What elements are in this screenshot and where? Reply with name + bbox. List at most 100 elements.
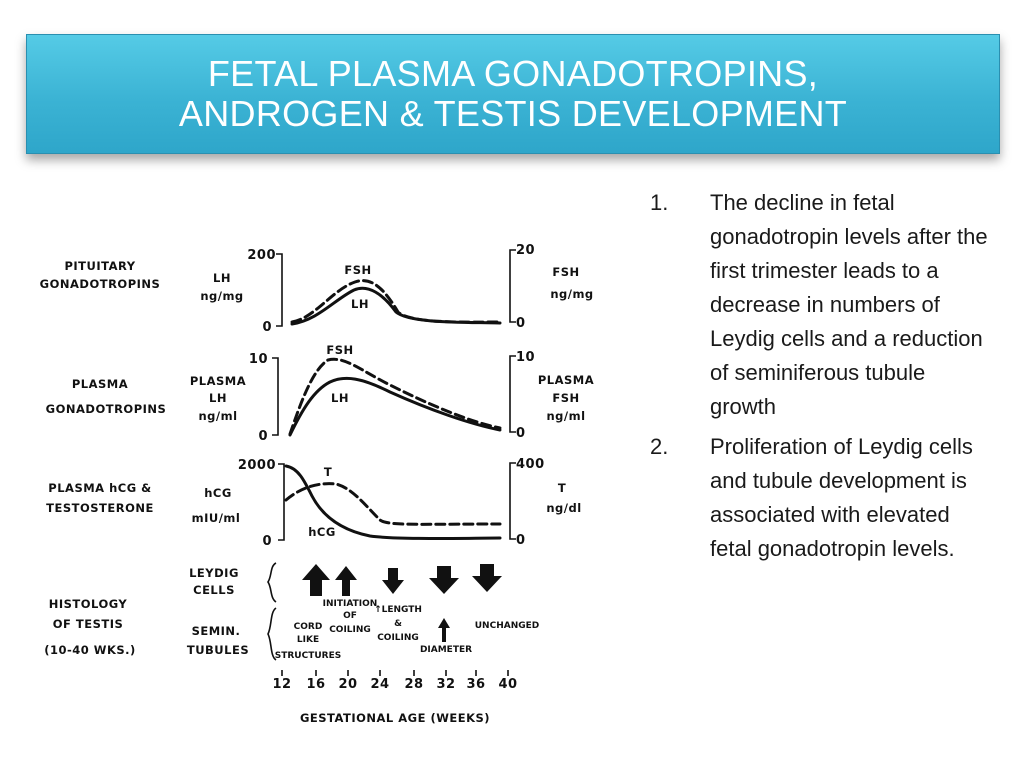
leydig-arrow-down-1 — [382, 568, 404, 594]
row2-left-axis — [272, 357, 279, 436]
row3-left-min: 0 — [262, 534, 272, 549]
row3-right-max: 400 — [516, 457, 545, 472]
x-axis-title: GESTATIONAL AGE (WEEKS) — [300, 711, 490, 725]
row3-right-axis — [509, 462, 516, 540]
row2-right-unit-line3: ng/ml — [546, 409, 585, 423]
row2-curve-label-fsh: FSH — [326, 343, 353, 357]
row2-right-unit-line2: FSH — [552, 391, 579, 405]
row3-hcg-curve — [284, 464, 502, 540]
x-tick-36: 36 — [466, 677, 485, 692]
histology-label-line2: OF TESTIS — [53, 617, 124, 631]
slide-title-line-1: FETAL PLASMA GONADOTROPINS, — [207, 53, 819, 94]
leydig-label-line1: LEYDIG — [189, 566, 239, 580]
x-tick-28: 28 — [404, 677, 423, 692]
row2-lh-curve — [288, 376, 502, 437]
row2-label-line2: GONADOTROPINS — [46, 402, 167, 416]
cord-line1: CORD — [294, 622, 323, 632]
unchanged-label: UNCHANGED — [475, 621, 539, 631]
row2-fsh-curve — [288, 357, 502, 436]
cord-line3: STRUCTURES — [275, 651, 341, 661]
row1-fsh-curve — [290, 279, 502, 324]
cord-line2: LIKE — [297, 635, 319, 645]
key-point-1-text: The decline in fetal gonadotropin levels… — [710, 190, 988, 419]
leydig-arrow-down-2 — [429, 566, 459, 594]
row1-right-max: 20 — [516, 243, 535, 258]
row-pituitary: PITUITARY GONADOTROPINS LH ng/mg 200 0 2… — [40, 243, 594, 335]
row3-left-unit-line2: mIU/ml — [192, 511, 241, 525]
row2-right-axis — [509, 355, 516, 433]
testis-development-figure: PITUITARY GONADOTROPINS LH ng/mg 200 0 2… — [40, 243, 594, 725]
slide-title-line-2: ANDROGEN & TESTIS DEVELOPMENT — [178, 93, 848, 134]
x-tick-40: 40 — [498, 677, 517, 692]
x-tick-16: 16 — [306, 677, 325, 692]
key-point-2-number: 2. — [650, 434, 669, 459]
row2-left-unit-line1: PLASMA — [190, 374, 246, 388]
row1-label-line1: PITUITARY — [64, 259, 135, 273]
row2-right-unit-line1: PLASMA — [538, 373, 594, 387]
row3-label-line1: PLASMA hCG & — [48, 481, 151, 495]
row2-curve-label-lh: LH — [331, 391, 349, 405]
row1-left-max: 200 — [247, 248, 276, 263]
row1-lh-curve — [290, 286, 502, 326]
diameter-label: DIAMETER — [420, 645, 472, 655]
row2-right-max: 10 — [516, 350, 535, 365]
leydig-arrow-up-1 — [302, 564, 330, 596]
key-points-list: 1. The decline in fetal gonadotropin lev… — [650, 186, 990, 572]
row3-label-line2: TESTOSTERONE — [46, 501, 154, 515]
tubules-brace — [267, 607, 277, 661]
row-hcg-testosterone: PLASMA hCG & TESTOSTERONE hCG mIU/ml 200… — [46, 457, 581, 549]
diameter-arrow-up — [438, 618, 450, 642]
row1-left-axis — [276, 253, 283, 327]
row1-right-min: 0 — [516, 316, 526, 331]
leydig-arrow-up-2 — [335, 566, 357, 596]
length-line2: & — [394, 619, 402, 629]
init-line2: OF — [343, 611, 357, 621]
histology-label-line3: (10-40 WKS.) — [44, 643, 136, 657]
row1-label-line2: GONADOTROPINS — [40, 277, 161, 291]
x-axis: 12 16 20 24 28 32 36 40 GESTATIONAL AGE … — [272, 670, 517, 725]
row2-left-min: 0 — [258, 429, 268, 444]
row3-t-curve — [284, 482, 502, 526]
row3-left-axis — [278, 463, 285, 541]
row3-curve-label-t: T — [324, 465, 332, 479]
semin-label-line1: SEMIN. — [192, 624, 241, 638]
row1-curve-label-lh: LH — [351, 297, 369, 311]
row3-left-max: 2000 — [238, 458, 276, 473]
row2-right-min: 0 — [516, 426, 526, 441]
row3-curve-label-hcg: hCG — [308, 525, 336, 539]
row2-left-unit-line3: ng/ml — [198, 409, 237, 423]
row3-left-unit-line1: hCG — [204, 486, 232, 500]
length-line1: ↑LENGTH — [374, 605, 422, 615]
row1-right-unit-line2: ng/mg — [550, 287, 593, 301]
semin-label-line2: TUBULES — [187, 643, 249, 657]
x-tick-24: 24 — [370, 677, 389, 692]
x-tick-32: 32 — [436, 677, 455, 692]
key-point-1-number: 1. — [650, 190, 669, 215]
row3-right-min: 0 — [516, 533, 526, 548]
key-point-2: 2. Proliferation of Leydig cells and tub… — [650, 430, 990, 566]
x-tick-20: 20 — [338, 677, 357, 692]
row3-right-unit-line2: ng/dl — [546, 501, 581, 515]
row2-left-unit-line2: LH — [209, 391, 227, 405]
row1-left-unit-line2: ng/mg — [200, 289, 243, 303]
x-tick-12: 12 — [272, 677, 291, 692]
row2-label-line1: PLASMA — [72, 377, 128, 391]
histology-section: HISTOLOGY OF TESTIS (10-40 WKS.) LEYDIG … — [44, 562, 539, 661]
row1-left-unit-line1: LH — [213, 271, 231, 285]
row1-right-unit-line1: FSH — [552, 265, 579, 279]
row1-left-min: 0 — [262, 320, 272, 335]
key-point-1: 1. The decline in fetal gonadotropin lev… — [650, 186, 990, 424]
leydig-brace — [267, 562, 277, 603]
length-line3: COILING — [377, 633, 419, 643]
row1-curve-label-fsh: FSH — [344, 263, 371, 277]
row1-right-axis — [509, 249, 516, 323]
row2-left-max: 10 — [249, 352, 268, 367]
leydig-label-line2: CELLS — [193, 583, 235, 597]
init-line3: COILING — [329, 625, 371, 635]
x-axis-tick-marks — [281, 670, 509, 676]
init-line1: INITIATION — [323, 599, 378, 609]
row-plasma-gonadotropins: PLASMA GONADOTROPINS PLASMA LH ng/ml 10 … — [46, 343, 594, 444]
leydig-arrow-down-3 — [472, 564, 502, 592]
histology-label-line1: HISTOLOGY — [49, 597, 128, 611]
key-point-2-text: Proliferation of Leydig cells and tubule… — [710, 434, 973, 561]
